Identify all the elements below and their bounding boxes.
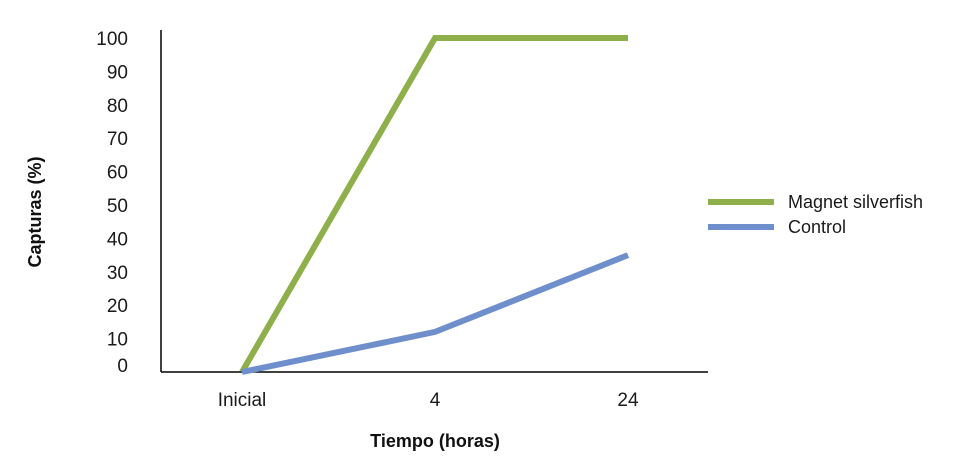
series-line-control (241, 252, 630, 375)
series-lines (239, 35, 630, 375)
y-tick-label: 10 (107, 330, 128, 351)
y-tick-label: 20 (107, 296, 128, 317)
x-tick-label: 24 (617, 390, 639, 411)
series-line-magnet-silverfish (239, 35, 628, 374)
y-tick-label: 30 (107, 263, 128, 284)
y-tick-label: 60 (107, 163, 128, 184)
legend: Magnet silverfish Control (708, 192, 923, 237)
y-axis-ticks: 0 10 20 30 40 50 60 70 80 90 100 (96, 29, 128, 377)
x-axis-ticks: Inicial 4 24 (218, 390, 639, 411)
y-tick-label: 50 (107, 196, 128, 217)
y-tick-label: 80 (107, 96, 128, 117)
axes (160, 30, 708, 373)
y-tick-label: 90 (107, 62, 128, 83)
y-tick-label: 0 (117, 356, 128, 377)
legend-item: Magnet silverfish (708, 192, 923, 212)
y-axis-title: Capturas (%) (25, 156, 45, 267)
legend-label: Magnet silverfish (788, 192, 923, 212)
x-tick-label: Inicial (218, 390, 267, 411)
legend-label: Control (788, 217, 846, 237)
y-tick-label: 70 (107, 129, 128, 150)
y-tick-label: 100 (96, 29, 128, 50)
legend-item: Control (708, 217, 846, 237)
x-tick-label: 4 (430, 390, 441, 411)
y-tick-label: 40 (107, 229, 128, 250)
x-axis-title: Tiempo (horas) (370, 431, 500, 451)
